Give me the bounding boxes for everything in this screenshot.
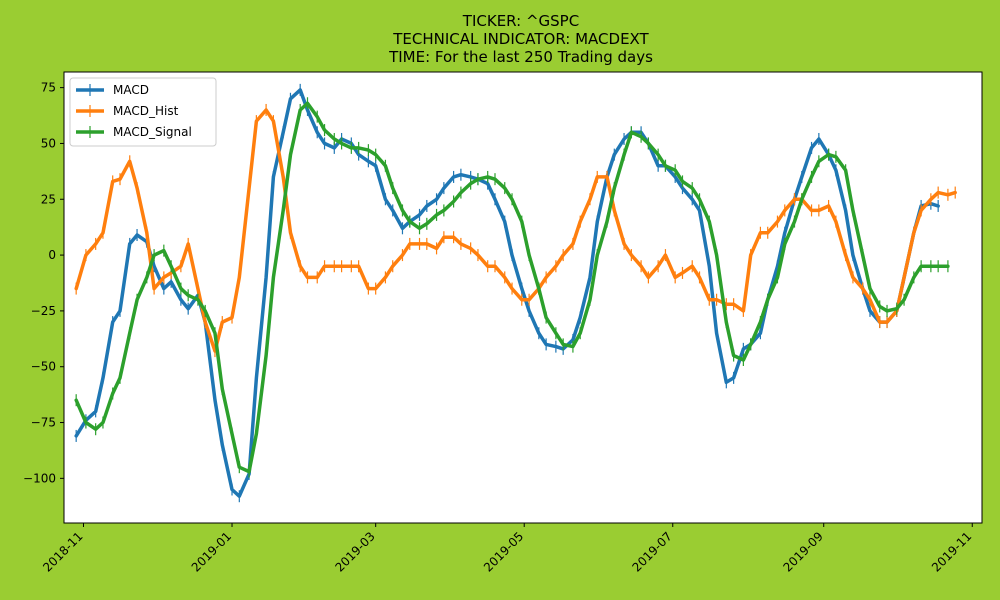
y-tick-label: −100: [23, 471, 56, 485]
x-tick-label: 2019-03: [332, 529, 377, 574]
x-tick-label: 2018-11: [40, 529, 85, 574]
x-tick-label: 2019-05: [481, 529, 526, 574]
chart-title-line-1: TICKER: ^GSPC: [462, 12, 579, 30]
y-tick-label: 25: [41, 192, 56, 206]
series-layer: [74, 83, 957, 503]
legend-label-macd: MACD: [113, 83, 149, 97]
series-macd-hist: [74, 103, 957, 358]
legend-label-macd-hist: MACD_Hist: [113, 104, 179, 118]
x-tick-label: 2019-01: [189, 529, 234, 574]
y-tick-label: −75: [31, 416, 56, 430]
legend: MACD MACD_Hist MACD_Signal: [69, 77, 217, 147]
series-macd-signal: [74, 97, 950, 478]
x-axis: 2018-11 2019-01 2019-03 2019-05 2019-07 2019-…: [40, 523, 974, 575]
x-tick-label: 2019-09: [780, 529, 825, 574]
series-line-macd-hist: [74, 108, 957, 353]
series-line-macd: [74, 88, 940, 498]
y-axis: 75 50 25 0 −25 −50 −75 −100: [23, 81, 64, 485]
chart-title-line-2: TECHNICAL INDICATOR: MACDEXT: [392, 30, 649, 48]
legend-label-macd-signal: MACD_Signal: [113, 125, 192, 139]
plot-frame: [63, 71, 983, 524]
x-tick-label: 2019-11: [929, 529, 974, 574]
y-tick-label: 50: [41, 136, 56, 150]
x-tick-label: 2019-07: [630, 529, 675, 574]
y-tick-label: −25: [31, 304, 56, 318]
y-tick-label: 0: [48, 248, 56, 262]
chart-title-line-3: TIME: For the last 250 Trading days: [388, 48, 653, 66]
legend-box: [69, 77, 217, 147]
y-tick-label: −50: [31, 360, 56, 374]
y-tick-label: 75: [41, 81, 56, 95]
